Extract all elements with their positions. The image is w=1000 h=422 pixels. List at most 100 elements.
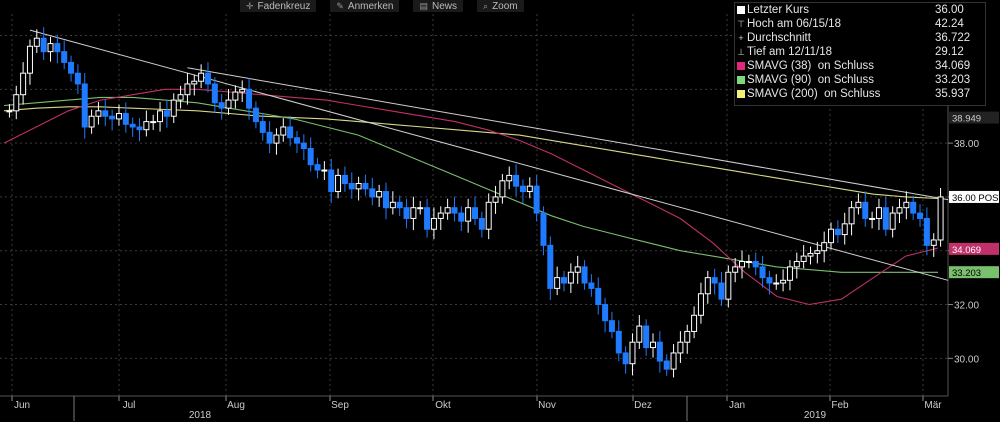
candle-body xyxy=(828,228,835,244)
square-marker xyxy=(737,76,745,84)
candle-body xyxy=(923,217,930,246)
x-tick-label: Okt xyxy=(435,400,451,411)
sma90-price-tag-bg xyxy=(949,266,999,279)
candle-body xyxy=(273,134,280,144)
candle-body xyxy=(718,282,725,300)
down-tick-marker: ⊥ xyxy=(737,47,745,57)
legend-value: 34.069 xyxy=(935,60,971,72)
legend-label: Letzter Kurs xyxy=(747,4,809,16)
legend-label: SMAVG (200) on Schluss xyxy=(747,88,881,100)
candle-body xyxy=(95,110,102,117)
candle-body xyxy=(437,212,444,219)
candle-body xyxy=(335,174,342,193)
candle-body xyxy=(650,341,657,349)
candle-body xyxy=(930,239,937,246)
candle-body xyxy=(163,110,170,117)
candle-body xyxy=(745,260,752,263)
candle-body xyxy=(814,250,821,254)
candle-body xyxy=(513,174,520,187)
legend-value: 29.12 xyxy=(935,46,964,58)
candle-body xyxy=(314,164,321,171)
candle-body xyxy=(355,182,362,190)
candle-body xyxy=(13,94,20,112)
zoom-button[interactable]: ⌕ Zoom xyxy=(477,0,524,12)
candle-body xyxy=(910,201,917,214)
candle-body xyxy=(26,45,33,74)
candle-body xyxy=(739,260,746,268)
candle-body xyxy=(595,287,602,306)
candle-body xyxy=(684,330,691,343)
legend-label: SMAVG (90) on Schluss xyxy=(747,74,874,86)
candle-body xyxy=(430,217,437,230)
candle-body xyxy=(896,207,903,214)
legend-label: Durchschnitt xyxy=(747,32,811,44)
candle-body xyxy=(725,271,732,300)
candle-body xyxy=(937,196,944,241)
sma200-price-tag-bg xyxy=(949,111,999,124)
candle-body xyxy=(403,207,410,219)
candle-body xyxy=(287,126,294,139)
candle-body xyxy=(266,131,273,144)
candle-body xyxy=(211,83,218,104)
candle-body xyxy=(252,107,259,123)
news-button[interactable]: ▤ News xyxy=(413,0,464,12)
legend-label: Hoch am 06/15/18 xyxy=(747,18,841,30)
sma200-price-tag: 38.949 xyxy=(952,114,981,125)
candle-body xyxy=(424,207,431,230)
candle-body xyxy=(848,207,855,225)
plus-marker: + xyxy=(738,33,744,43)
annotate-label: Anmerken xyxy=(347,0,394,12)
x-tick-label: Jan xyxy=(729,400,745,411)
candle-body xyxy=(382,191,389,209)
x-tick-label: Jun xyxy=(14,400,30,411)
legend-row: ⊥ Tief am 12/11/18 29.12 xyxy=(735,45,985,59)
candle-body xyxy=(862,201,869,219)
candle-body xyxy=(458,212,465,222)
y-tick-label: 38.00 xyxy=(954,139,979,150)
candle-body xyxy=(869,217,876,220)
y-tick-label: 32.00 xyxy=(954,301,979,312)
square-marker xyxy=(737,62,745,70)
candle-body xyxy=(766,277,773,284)
candle-body xyxy=(615,330,622,354)
candle-body xyxy=(526,185,533,193)
candle-body xyxy=(574,266,581,273)
candle-body xyxy=(362,182,369,190)
candle-body xyxy=(800,255,807,262)
candle-body xyxy=(122,113,129,125)
crosshair-icon: ✛ xyxy=(246,0,254,11)
candle-body xyxy=(191,80,198,85)
sma200-line xyxy=(3,106,939,200)
candle-body xyxy=(581,266,588,284)
x-tick-label: Sep xyxy=(331,400,349,411)
candle-body xyxy=(307,148,314,166)
candle-body xyxy=(451,207,458,214)
x-year-label: 2019 xyxy=(804,410,827,421)
legend-row: SMAVG (200) on Schluss 35.937 xyxy=(735,87,985,101)
legend-label: Tief am 12/11/18 xyxy=(747,46,833,58)
crosshair-button[interactable]: ✛ Fadenkreuz xyxy=(240,0,317,12)
annotate-button[interactable]: ✎ Anmerken xyxy=(330,0,400,12)
candle-body xyxy=(629,341,636,365)
candle-body xyxy=(68,61,75,74)
candle-body xyxy=(321,169,328,172)
candle-body xyxy=(389,201,396,209)
candle-body xyxy=(54,43,61,53)
candle-body xyxy=(697,293,704,316)
candle-body xyxy=(61,51,68,63)
sma90-price-tag: 33.203 xyxy=(952,268,981,279)
candle-body xyxy=(177,94,184,101)
candle-body xyxy=(622,352,629,365)
news-icon: ▤ xyxy=(419,0,428,11)
square-marker xyxy=(737,90,745,98)
candle-body xyxy=(204,72,211,85)
candle-body xyxy=(588,282,595,289)
candle-body xyxy=(643,325,650,349)
candle-body xyxy=(396,201,403,209)
square-marker xyxy=(737,6,745,14)
x-tick-label: Mär xyxy=(924,400,942,411)
candle-body xyxy=(752,260,759,268)
candle-body xyxy=(485,201,492,230)
candle-body xyxy=(636,325,643,343)
